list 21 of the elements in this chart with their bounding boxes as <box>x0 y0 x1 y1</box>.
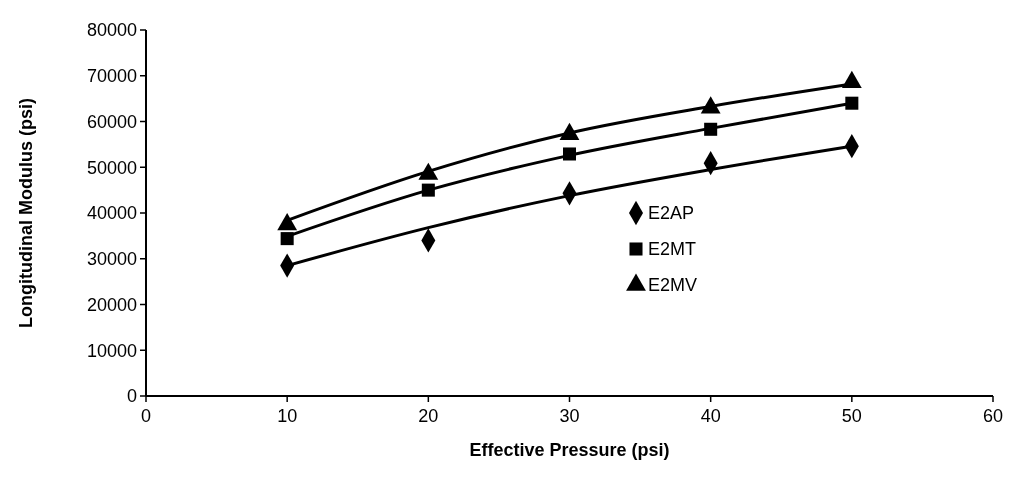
legend-label: E2AP <box>648 203 695 224</box>
x-tick-label: 30 <box>559 406 580 426</box>
x-tick-label: 0 <box>140 406 152 426</box>
y-tick-label: 60000 <box>86 111 137 132</box>
x-tick-label: 10 <box>277 406 298 426</box>
legend-label: E2MT <box>648 239 697 260</box>
y-axis-title: Longitudinal Modulus (psi) <box>16 98 36 328</box>
y-tick-label: 80000 <box>86 20 137 41</box>
y-tick-label: 20000 <box>86 294 137 315</box>
y-tick-label: 70000 <box>86 66 137 87</box>
x-tick-label: 60 <box>982 406 1004 426</box>
y-tick-label: 40000 <box>86 203 137 224</box>
x-tick-label: 40 <box>700 406 721 426</box>
y-tick-label: 50000 <box>86 157 137 178</box>
y-tick-label: 0 <box>126 386 137 407</box>
legend-label: E2MV <box>648 275 698 296</box>
y-tick-label: 10000 <box>86 340 137 361</box>
y-tick-label: 30000 <box>86 249 137 270</box>
x-tick-label: 20 <box>418 406 439 426</box>
x-axis-title: Effective Pressure (psi) <box>469 440 670 460</box>
x-tick-label: 50 <box>841 406 862 426</box>
